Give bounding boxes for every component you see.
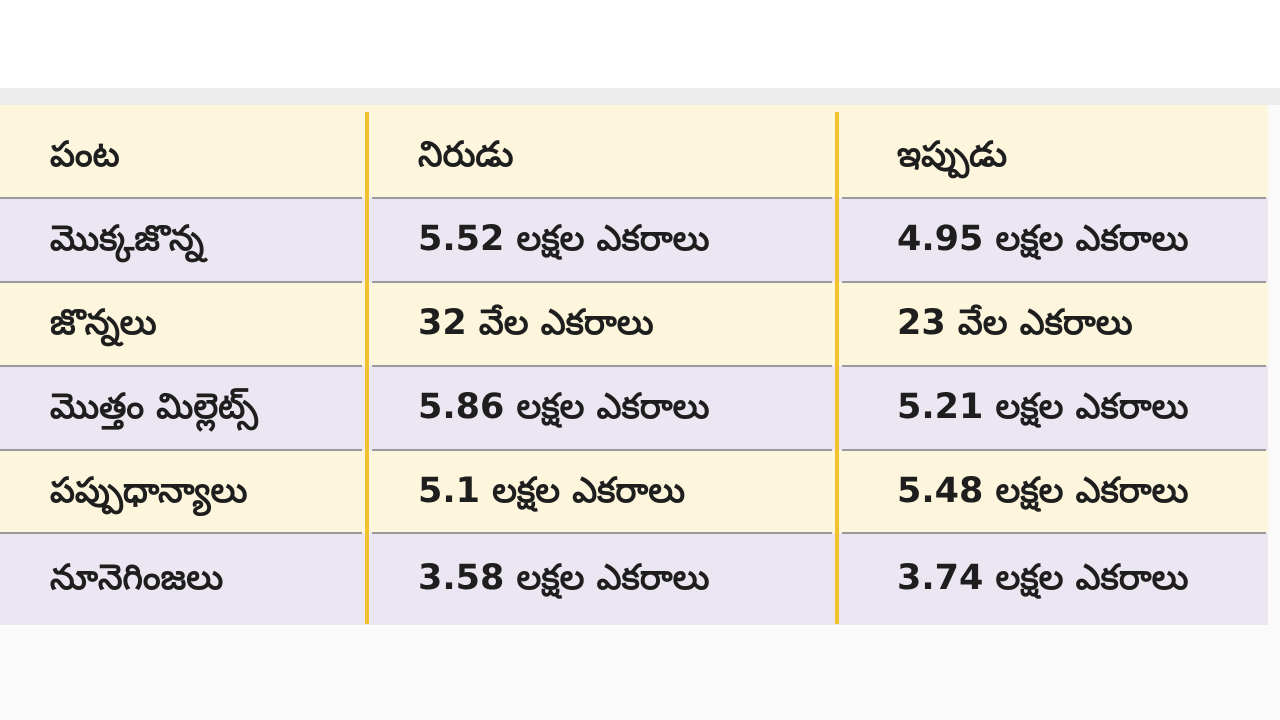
row-separator — [0, 449, 362, 451]
table-cell: జొన్నలు — [50, 303, 157, 343]
table-cell: పప్పుధాన్యాలు — [50, 470, 248, 511]
row-separator — [372, 365, 832, 367]
table-cell: 5.52 లక్షల ఎకరాలు — [418, 219, 710, 259]
table-cell: మొత్తం మిల్లెట్స్ — [50, 387, 258, 427]
table-row — [0, 533, 1268, 625]
row-separator — [0, 197, 362, 199]
header-cell: పంట — [50, 134, 120, 175]
table-cell: 3.58 లక్షల ఎకరాలు — [418, 558, 710, 598]
header-cell: నిరుడు — [418, 134, 514, 175]
table-cell: 23 వేల ఎకరాలు — [897, 303, 1133, 343]
row-separator — [842, 532, 1266, 534]
table-row — [0, 282, 1268, 366]
top-band — [0, 88, 1280, 105]
header-cell: ఇప్పుడు — [897, 134, 1008, 175]
table-row — [0, 366, 1268, 450]
row-separator — [842, 365, 1266, 367]
table-row — [0, 198, 1268, 282]
row-separator — [842, 449, 1266, 451]
table-cell: 5.21 లక్షల ఎకరాలు — [897, 387, 1189, 427]
table-cell: నూనెగింజలు — [50, 558, 224, 598]
table-cell: 3.74 లక్షల ఎకరాలు — [897, 558, 1189, 598]
row-separator — [842, 281, 1266, 283]
row-separator — [372, 281, 832, 283]
row-separator — [842, 197, 1266, 199]
column-divider — [365, 112, 369, 624]
table-cell: 32 వేల ఎకరాలు — [418, 303, 654, 343]
top-margin — [0, 0, 1280, 88]
table-cell: 5.86 లక్షల ఎకరాలు — [418, 387, 710, 427]
column-divider — [835, 112, 839, 624]
row-separator — [0, 365, 362, 367]
row-separator — [372, 197, 832, 199]
table-cell: 5.1 లక్షల ఎకరాలు — [418, 470, 686, 511]
row-separator — [372, 532, 832, 534]
row-separator — [0, 532, 362, 534]
table-cell: మొక్కజొన్న — [50, 219, 205, 259]
row-separator — [0, 281, 362, 283]
table-row — [0, 450, 1268, 533]
table-cell: 5.48 లక్షల ఎకరాలు — [897, 470, 1189, 511]
table-cell: 4.95 లక్షల ఎకరాలు — [897, 219, 1189, 259]
row-separator — [372, 449, 832, 451]
header-row — [0, 105, 1268, 198]
